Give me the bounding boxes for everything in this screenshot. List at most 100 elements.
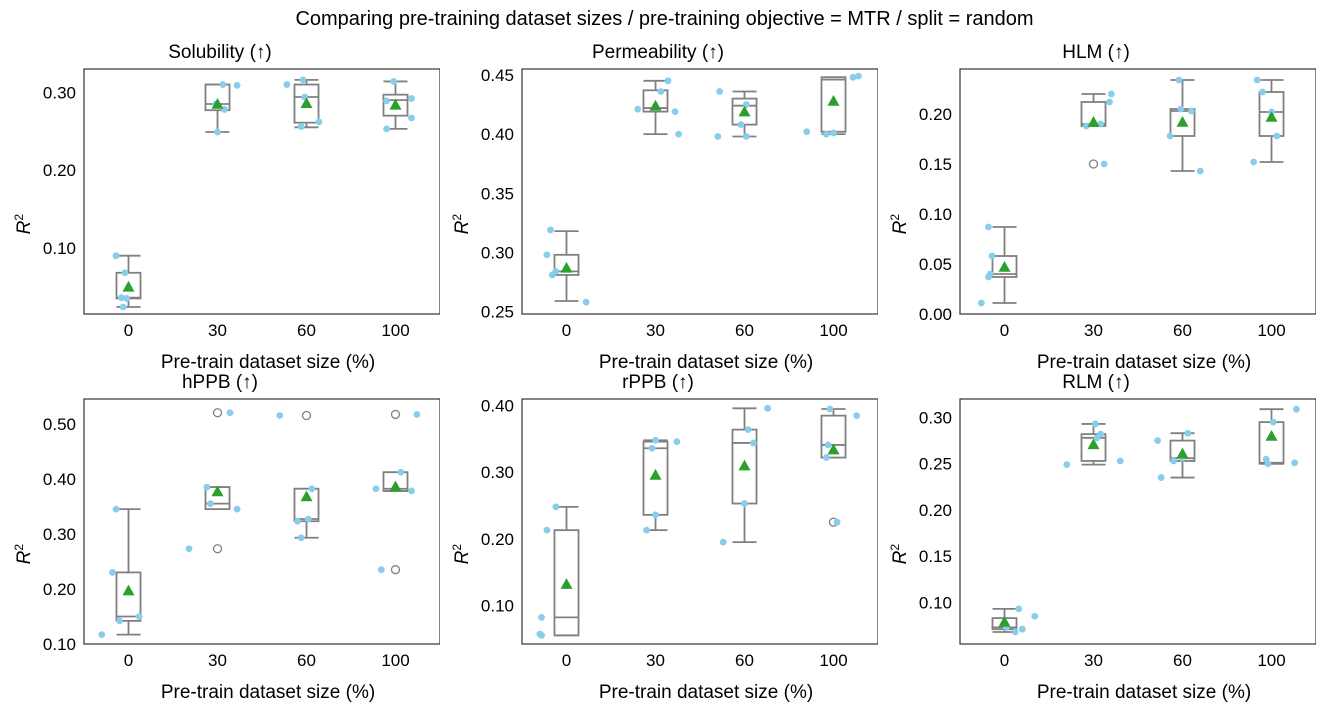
x-tick-label: 30 xyxy=(646,651,665,670)
data-point xyxy=(664,77,672,85)
x-tick-label: 0 xyxy=(1000,321,1009,340)
plot-frame xyxy=(83,398,440,645)
outlier-marker xyxy=(301,410,312,421)
data-point xyxy=(1293,405,1300,413)
data-point xyxy=(1015,605,1023,613)
x-tick-label: 60 xyxy=(297,651,316,670)
data-point xyxy=(1100,160,1108,168)
x-tick-label: 100 xyxy=(819,651,847,670)
box-100 xyxy=(820,408,847,527)
data-point xyxy=(1093,434,1101,442)
data-point xyxy=(1253,76,1261,84)
chart-plot: 0.10 0.20 0.30 0 30 60 100 xyxy=(43,68,440,340)
data-point xyxy=(643,526,650,534)
x-axis-label: Pre-train dataset size (%) xyxy=(1036,352,1252,373)
data-point xyxy=(408,487,415,495)
data-point xyxy=(1031,612,1039,620)
y-tick-label: 0.10 xyxy=(919,205,952,224)
x-axis-label: Pre-train dataset size (%) xyxy=(1036,682,1252,703)
data-point xyxy=(548,271,556,279)
data-point xyxy=(377,566,385,574)
data-point xyxy=(552,503,560,511)
data-point xyxy=(750,439,757,447)
data-point xyxy=(1291,459,1299,467)
x-tick-label: 0 xyxy=(562,321,571,340)
data-point xyxy=(112,252,120,260)
x-tick-label: 60 xyxy=(1173,321,1192,340)
y-tick-label: 0.15 xyxy=(919,547,952,566)
data-point xyxy=(372,485,380,493)
chart-plot: 0.10 0.15 0.20 0.25 0.30 0 30 60 100 xyxy=(919,398,1316,670)
y-tick-label: 0.20 xyxy=(43,580,76,599)
data-point xyxy=(824,441,832,449)
data-point xyxy=(1018,625,1026,633)
data-point xyxy=(98,631,106,639)
data-point xyxy=(648,444,656,452)
data-point xyxy=(390,78,398,85)
x-tick-label: 0 xyxy=(124,321,133,340)
data-point xyxy=(830,129,837,137)
mean-marker xyxy=(122,584,135,596)
data-point xyxy=(988,252,996,260)
box-30 xyxy=(1080,93,1107,169)
data-point xyxy=(675,130,683,138)
data-point xyxy=(986,270,994,278)
data-point xyxy=(109,569,116,576)
box-60 xyxy=(731,407,758,544)
chart-plot: 0.25 0.30 0.35 0.40 0.45 0 30 60 100 xyxy=(481,66,878,340)
x-tick-label: 0 xyxy=(562,651,571,670)
box-iqr xyxy=(115,571,142,622)
data-point xyxy=(219,81,227,88)
y-tick-label: 0.40 xyxy=(43,470,76,489)
x-tick-label: 30 xyxy=(646,321,665,340)
x-tick-label: 100 xyxy=(819,321,847,340)
data-point xyxy=(1107,90,1115,98)
mean-marker xyxy=(560,261,573,273)
plot-frame xyxy=(959,398,1316,645)
y-tick-label: 0.25 xyxy=(481,303,514,322)
data-point xyxy=(185,545,193,553)
y-tick-label: 0.30 xyxy=(919,408,952,427)
panel-rlm: RLM (↑) R2 Pre-train dataset size (%) 0.… xyxy=(876,372,1316,712)
x-tick-label: 100 xyxy=(381,321,409,340)
data-point xyxy=(383,125,390,133)
data-point xyxy=(849,73,857,81)
data-point xyxy=(1011,628,1019,636)
y-tick-label: 0.20 xyxy=(43,161,76,180)
panel-permeability: Permeability (↑) R2 Pre-train dataset si… xyxy=(438,42,878,382)
data-point xyxy=(135,613,143,620)
mean-marker xyxy=(389,480,402,492)
data-point xyxy=(652,511,659,519)
x-tick-label: 0 xyxy=(124,651,133,670)
data-point xyxy=(719,538,727,546)
data-point xyxy=(1188,107,1195,115)
data-point xyxy=(1196,167,1204,175)
data-point xyxy=(547,226,554,234)
data-point xyxy=(634,105,642,113)
chart-plot: 0.10 0.20 0.30 0.40 0.50 0 30 60 100 xyxy=(43,398,440,670)
outlier-marker xyxy=(390,565,401,575)
data-point xyxy=(116,617,123,625)
data-point xyxy=(119,303,127,311)
mean-marker xyxy=(211,98,224,109)
mean-marker xyxy=(1176,116,1189,127)
data-point xyxy=(276,412,284,419)
panel-title: Solubility (↑) xyxy=(168,42,272,63)
data-point xyxy=(226,409,234,417)
mean-marker xyxy=(649,99,662,111)
box-0 xyxy=(553,505,580,637)
data-point xyxy=(538,631,545,639)
mean-marker xyxy=(1087,438,1100,450)
x-tick-label: 30 xyxy=(1084,651,1103,670)
y-tick-label: 0.10 xyxy=(43,635,76,654)
y-tick-label: 0.40 xyxy=(481,125,514,144)
y-tick-label: 0.25 xyxy=(919,455,952,474)
mean-marker xyxy=(649,468,662,480)
data-point xyxy=(121,269,129,277)
box-0 xyxy=(115,508,142,636)
mean-marker xyxy=(998,261,1011,272)
outlier-marker xyxy=(1088,159,1099,169)
mean-marker xyxy=(1265,429,1278,441)
plot-frame xyxy=(959,68,1316,315)
plot-frame xyxy=(521,68,878,315)
